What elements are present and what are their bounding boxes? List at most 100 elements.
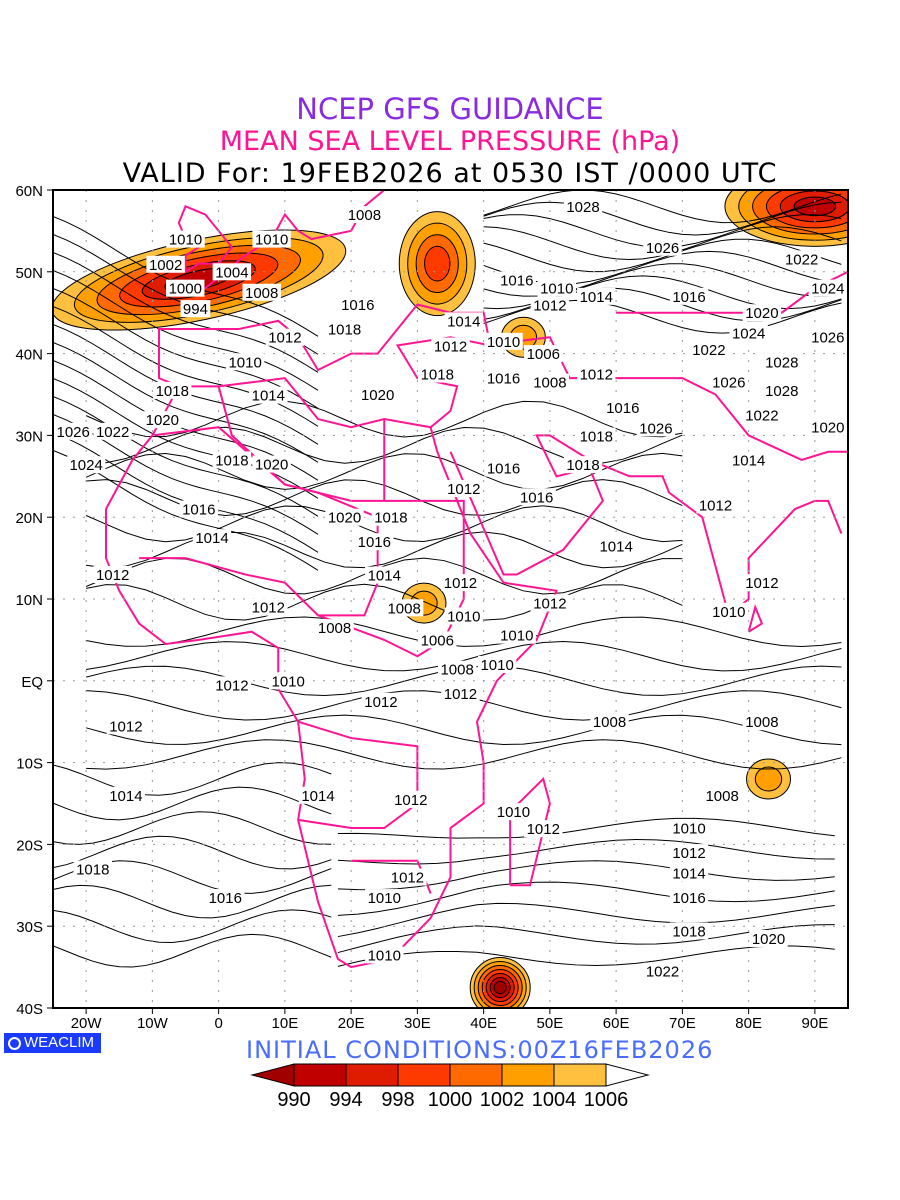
contour-label-bg	[484, 459, 523, 477]
isobar	[53, 933, 332, 968]
contour-label-bg	[669, 889, 709, 907]
contour-label: 1010	[672, 821, 705, 838]
contour-label: 1026	[712, 375, 745, 392]
contour-label-bg	[54, 422, 93, 440]
contour-label: 1012	[215, 677, 248, 694]
y-tick-label: 50N	[15, 265, 43, 282]
contour-label-bg	[441, 685, 480, 703]
contour-label-bg	[742, 406, 782, 424]
x-tick-label: 0	[214, 1015, 222, 1032]
contour-label-bg	[808, 328, 847, 346]
x-tick-label: 40E	[470, 1015, 497, 1032]
contour-label-bg	[524, 820, 563, 838]
contour-label: 1020	[328, 510, 361, 527]
contour-label-bg	[437, 660, 477, 678]
contour-label-bg	[153, 381, 192, 399]
y-tick-label: 10S	[16, 756, 43, 773]
contour-label-bg	[249, 598, 288, 616]
contour-label: 1008	[348, 207, 381, 224]
contour-label: 1014	[672, 866, 705, 883]
contour-label: 1010	[712, 604, 745, 621]
contour-label: 1012	[699, 497, 732, 514]
contour-label: 1016	[606, 400, 639, 417]
y-tick-label: 30N	[15, 428, 43, 445]
contour-label: 1022	[692, 342, 725, 359]
contour-label: 1018	[328, 322, 361, 339]
contour-label-bg	[338, 296, 377, 314]
title-variable: MEAN SEA LEVEL PRESSURE (hPa)	[219, 126, 681, 157]
contour-label: 1010	[368, 890, 401, 907]
contour-label-bg	[66, 456, 106, 474]
isobar	[483, 190, 842, 224]
contour-label: 1006	[527, 346, 560, 363]
contour-label-bg	[365, 566, 404, 584]
contour-label: 1012	[252, 600, 285, 617]
colorbar-swatch	[553, 1063, 607, 1087]
contour-label-bg	[709, 602, 748, 620]
contour-label: 1026	[646, 240, 679, 257]
contour-label: 1012	[580, 367, 613, 384]
contour-label-bg	[643, 238, 682, 256]
contour-label: 1012	[533, 298, 566, 315]
contour-label: 1026	[811, 330, 844, 347]
contour-label-bg	[484, 369, 523, 387]
contour-label: 1008	[593, 714, 626, 731]
contour-label-bg	[212, 676, 252, 694]
x-tick-label: 70E	[669, 1015, 696, 1032]
isobar	[53, 811, 332, 845]
contour-label-bg	[418, 365, 457, 383]
y-tick-label: 10N	[15, 592, 43, 609]
contour-label: 1012	[444, 686, 477, 703]
contour-label: 1024	[732, 326, 765, 343]
colorbar-label: 994	[329, 1089, 363, 1111]
contour-label-bg	[268, 672, 308, 690]
colorbar-label: 990	[277, 1089, 311, 1111]
contour-label-bg	[669, 922, 709, 940]
contour-label: 1012	[268, 330, 301, 347]
isobar	[337, 817, 835, 839]
contour-label-bg	[391, 790, 430, 808]
contour-label: 1010	[487, 334, 520, 351]
contour-label-bg	[749, 929, 788, 947]
contour-label: 1008	[745, 714, 778, 731]
contour-label: 1014	[368, 568, 401, 585]
isobar	[53, 835, 332, 870]
low-fill-contour	[754, 766, 783, 792]
contour-label: 1016	[520, 489, 553, 506]
coastline	[158, 303, 492, 428]
x-tick-label: 90E	[802, 1015, 829, 1032]
contour-label-bg	[106, 786, 146, 804]
contour-label-bg	[742, 713, 782, 731]
contour-label: 1022	[646, 964, 679, 981]
contour-label-bg	[596, 537, 636, 555]
colorbar-swatch	[501, 1063, 555, 1087]
contour-label-bg	[431, 337, 470, 355]
contour-label-bg	[762, 381, 801, 399]
isobar	[337, 860, 835, 891]
contour-label: 1016	[182, 502, 215, 519]
contour-label: 1012	[434, 339, 467, 356]
contour-label-bg	[669, 287, 709, 305]
contour-label-bg	[249, 386, 288, 404]
contour-label-bg	[179, 500, 218, 518]
contour-label-bg	[444, 312, 483, 330]
contour-label-bg	[563, 456, 603, 474]
contour-label: 1014	[301, 788, 334, 805]
coastline	[509, 777, 551, 887]
contour-label: 1008	[245, 285, 278, 302]
y-tick-label: EQ	[21, 674, 43, 691]
colorbar-right-arrow	[605, 1063, 650, 1087]
contour-label-bg	[643, 962, 682, 980]
contour-label-bg	[206, 889, 245, 907]
contour-label: 1014	[732, 452, 765, 469]
y-tick-label: 30S	[16, 919, 43, 936]
colorbar-label: 1000	[427, 1089, 473, 1111]
isobar	[53, 395, 319, 517]
isobar	[483, 201, 842, 236]
contour-label: 1018	[215, 452, 248, 469]
contour-label-bg	[808, 418, 847, 436]
contour-label: 1028	[765, 354, 798, 371]
contour-label-bg	[497, 626, 536, 644]
contour-label-bg	[494, 803, 533, 821]
contour-label-bg	[689, 341, 729, 359]
